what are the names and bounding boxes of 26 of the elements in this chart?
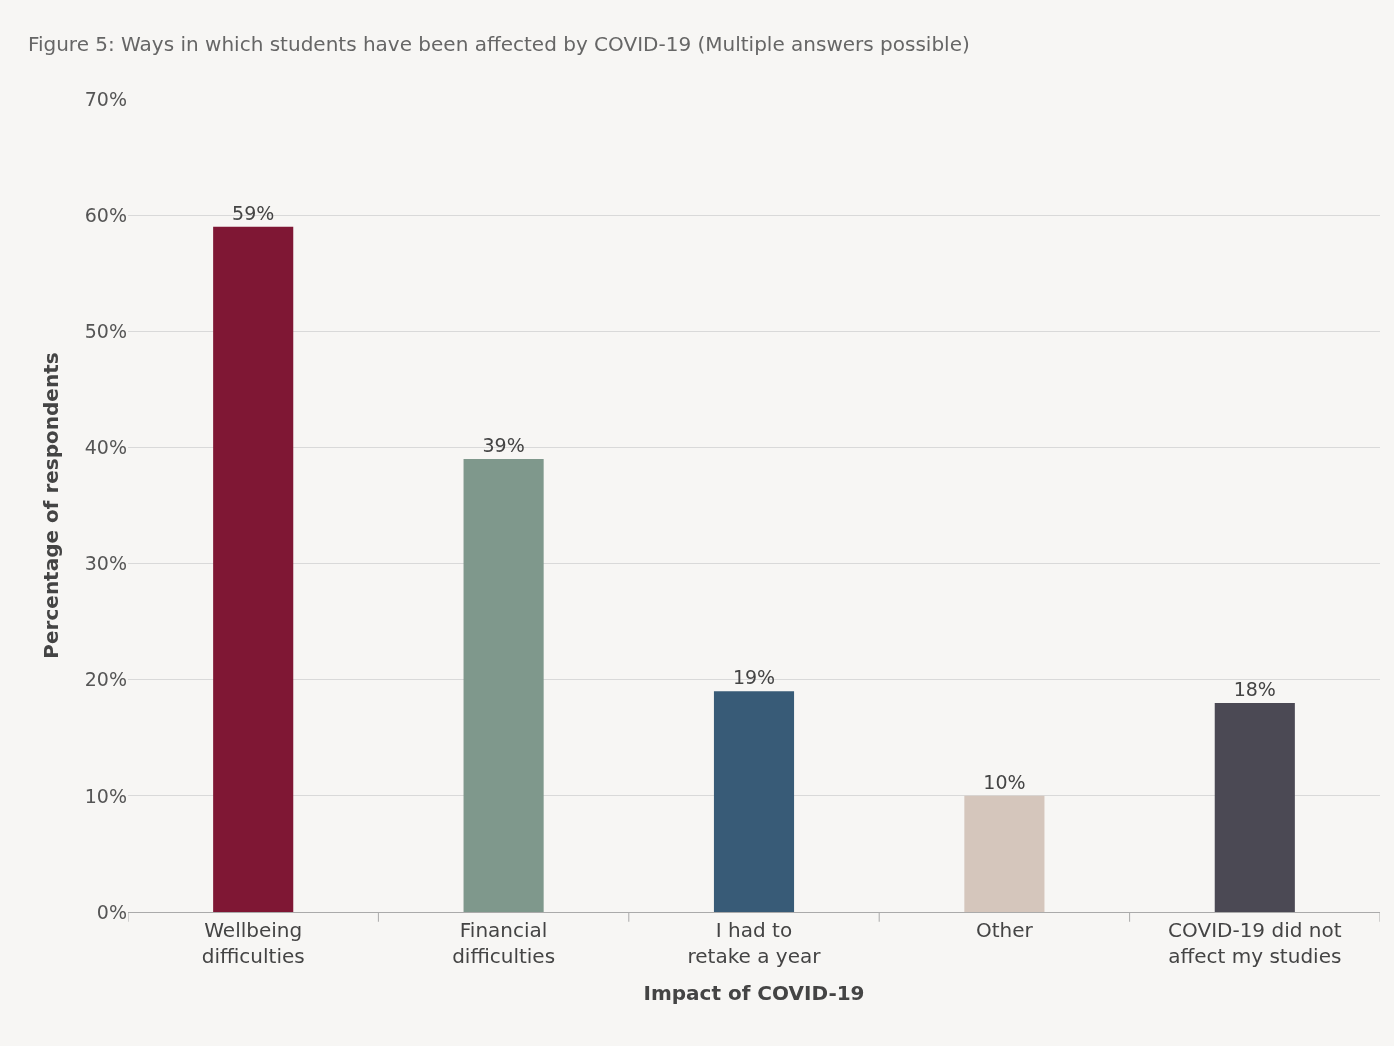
y-axis-title: Percentage of respondents <box>39 352 64 659</box>
x-tick-label: Wellbeing difficulties <box>201 918 305 968</box>
y-tick-label: 40% <box>84 436 127 459</box>
x-axis-title: Impact of COVID-19 <box>643 980 865 1005</box>
y-tick-label: 10% <box>84 784 127 807</box>
bar <box>1214 702 1295 912</box>
y-tick-label: 70% <box>84 87 127 110</box>
bar <box>964 795 1045 912</box>
y-tick-label: 30% <box>84 552 127 575</box>
x-tick-label: Other <box>976 918 1034 942</box>
y-tick-label: 20% <box>84 668 127 691</box>
x-tick-label: I had to retake a year <box>687 918 822 968</box>
data-label: 59% <box>232 201 275 224</box>
x-tick-label: Financial difficulties <box>452 918 556 968</box>
bar <box>463 459 544 912</box>
y-tick-label: 0% <box>96 900 127 923</box>
data-label: 10% <box>983 770 1026 793</box>
chart-title: Figure 5: Ways in which students have been affected by COVID-19 (Multiple answers possible) <box>27 31 970 56</box>
data-label: 19% <box>732 666 776 689</box>
bar <box>213 226 294 912</box>
y-tick-label: 50% <box>84 319 127 342</box>
data-label: 39% <box>482 434 525 457</box>
x-tick-label: COVID-19 did not affect my studies <box>1168 918 1342 968</box>
data-label: 18% <box>1233 677 1276 700</box>
bar <box>713 691 795 912</box>
y-tick-label: 60% <box>84 203 127 226</box>
